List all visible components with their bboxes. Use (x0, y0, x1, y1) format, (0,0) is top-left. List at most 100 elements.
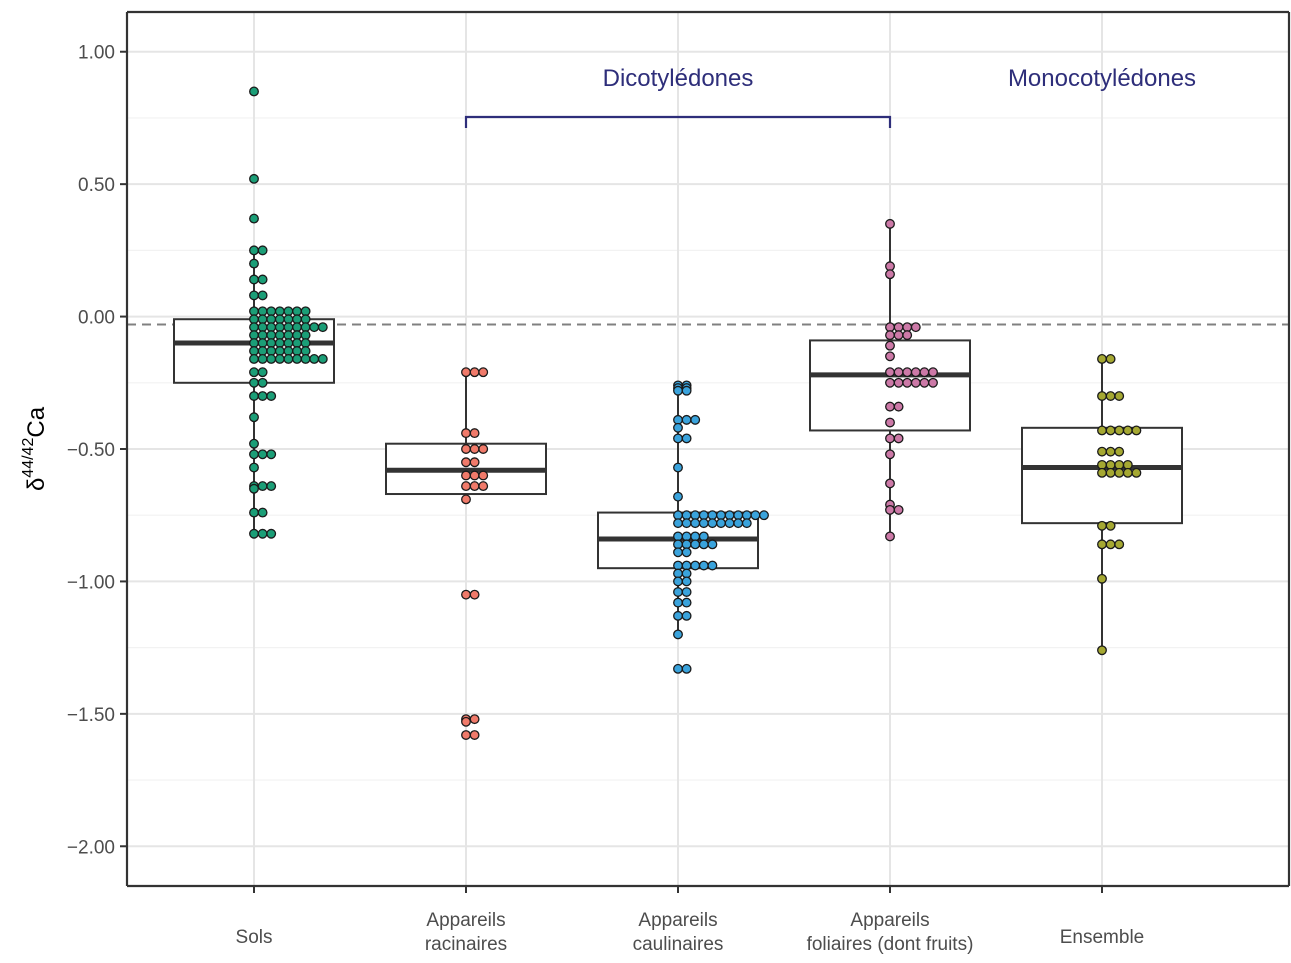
data-point (478, 444, 489, 454)
data-point (885, 531, 895, 542)
data-point (690, 518, 701, 529)
data-point (885, 433, 895, 444)
data-point (1105, 425, 1116, 436)
data-point (257, 449, 268, 460)
data-point (257, 481, 268, 492)
data-point (673, 629, 683, 640)
data-point (317, 354, 328, 364)
data-point (266, 449, 277, 460)
data-point (469, 730, 480, 740)
data-point (249, 258, 259, 269)
data-point (249, 274, 259, 285)
data-point (707, 539, 718, 550)
data-point (885, 478, 895, 489)
data-point (1105, 391, 1116, 401)
data-point (266, 354, 277, 364)
x-axis-ticks: Sols Appareils racinaires Appareils caulinai… (236, 886, 1144, 955)
data-point (673, 597, 683, 608)
data-point (885, 340, 895, 351)
data-point (919, 367, 930, 378)
data-point (469, 470, 480, 481)
data-point (1122, 425, 1133, 436)
data-point (1114, 467, 1125, 478)
data-point (257, 245, 268, 256)
data-point (461, 367, 471, 378)
category-groups: Dicotylédones Monocotylédones (464, 65, 1196, 128)
data-point (461, 730, 471, 740)
data-point (690, 414, 701, 425)
data-point (681, 597, 692, 608)
data-point (257, 528, 268, 539)
data-point (910, 322, 921, 333)
data-point (885, 449, 895, 460)
data-point (249, 412, 259, 423)
data-point (274, 354, 285, 364)
data-point (724, 518, 735, 529)
y-axis-label-suffix: Ca (23, 406, 50, 437)
data-point (928, 367, 938, 378)
data-point (1105, 539, 1116, 550)
data-point (1097, 467, 1107, 478)
data-point (461, 444, 471, 454)
data-point (1097, 520, 1107, 531)
data-point (690, 539, 701, 550)
y-tick-label: −2.00 (67, 837, 115, 858)
y-tick-label: 0.00 (78, 308, 115, 329)
data-point (1114, 425, 1125, 436)
y-tick-label: −0.50 (67, 440, 115, 461)
data-point (1105, 354, 1116, 364)
x-tick-label: Sols (236, 927, 273, 948)
y-tick-label: −1.50 (67, 705, 115, 726)
group-label: Dicotylédones (603, 65, 754, 92)
data-point (249, 483, 259, 494)
data-point (309, 322, 320, 333)
data-point (257, 367, 268, 378)
data-point (759, 510, 769, 521)
x-tick-label: Appareils (638, 910, 717, 931)
data-point (257, 274, 268, 285)
data-point (469, 457, 480, 468)
data-point (461, 589, 471, 600)
data-point (893, 367, 904, 378)
data-point (741, 518, 752, 529)
y-tick-label: −1.00 (67, 572, 115, 593)
data-point (681, 587, 692, 597)
data-point (309, 354, 320, 364)
data-point (1097, 645, 1107, 656)
data-point (249, 86, 259, 97)
data-point (893, 504, 904, 515)
data-point (716, 518, 726, 529)
data-point (1105, 446, 1116, 457)
data-point (1097, 539, 1107, 550)
data-point (469, 481, 480, 492)
data-point (1097, 446, 1107, 457)
data-point (673, 518, 683, 529)
data-point (461, 428, 471, 439)
data-point (266, 481, 277, 492)
data-point (681, 610, 692, 621)
data-point (461, 470, 471, 481)
x-tick-label: foliaires (dont fruits) (807, 934, 974, 955)
data-point (902, 330, 913, 341)
data-point (673, 433, 683, 444)
data-point (461, 457, 471, 468)
data-point (249, 438, 259, 449)
data-point (673, 422, 683, 433)
data-point (885, 269, 895, 280)
data-point (707, 518, 718, 529)
data-point (469, 428, 480, 439)
x-tick-label: Appareils (850, 910, 929, 931)
data-point (257, 290, 268, 301)
data-point (733, 518, 744, 529)
data-point (1097, 573, 1107, 584)
data-point (1114, 539, 1125, 550)
data-point (478, 470, 489, 481)
data-point (673, 385, 683, 396)
data-point (1131, 467, 1142, 478)
data-point (681, 414, 692, 425)
data-point (249, 290, 259, 301)
data-point (478, 481, 489, 492)
data-point (885, 401, 895, 412)
data-point (893, 330, 904, 341)
data-point (690, 560, 701, 571)
